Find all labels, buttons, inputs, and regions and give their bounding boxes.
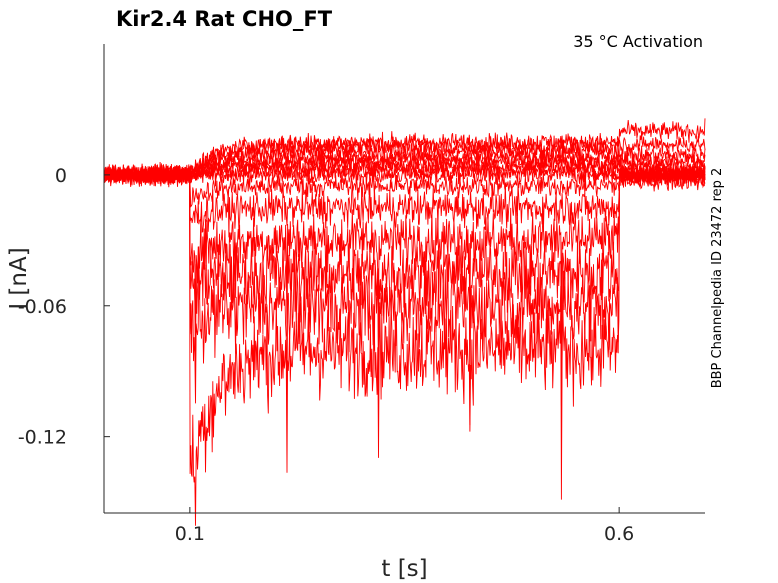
current-trace-14 [103,161,706,526]
current-trace-8 [103,118,706,186]
x-tick-label: 0.1 [175,523,205,545]
chart-title: Kir2.4 Rat CHO_FT [116,7,333,31]
y-axis-label: I [nA] [6,247,32,309]
current-trace-9 [103,161,706,208]
current-traces [103,118,706,526]
x-axis-label: t [s] [381,556,427,582]
y-tick-label: 0 [55,165,67,187]
current-trace-5 [103,146,706,184]
x-tick-label: 0.6 [604,523,634,545]
y-tick-label: -0.06 [18,296,67,318]
current-trace-13 [103,163,706,426]
current-trace-10 [103,164,706,238]
side-label: BBP Channelpedia ID 23472 rep 2 [710,168,725,389]
axes [103,44,705,514]
ticks: 0.1 0.6 0 -0.06 -0.12 [18,165,634,545]
chart-subtitle: 35 °C Activation [573,32,703,51]
current-trace-11 [103,163,706,331]
y-tick-label: -0.12 [18,427,67,449]
